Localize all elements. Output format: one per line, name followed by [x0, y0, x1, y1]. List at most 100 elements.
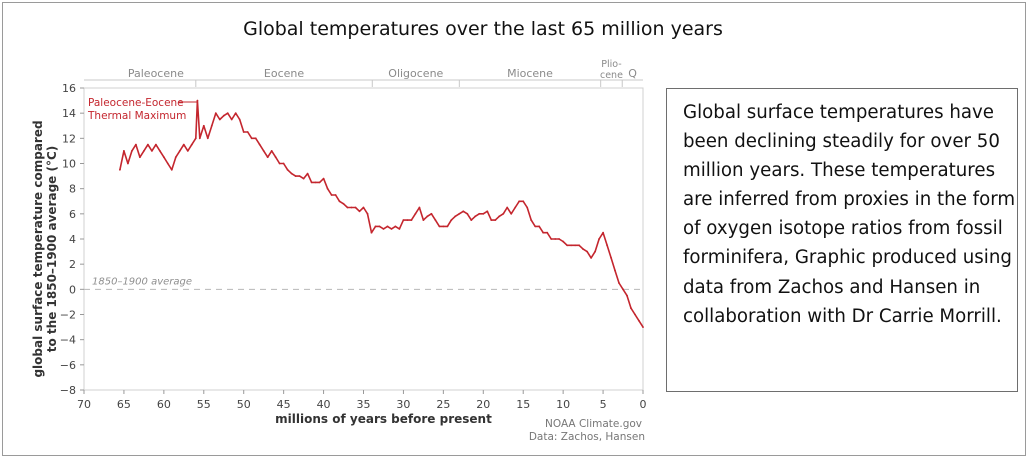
temperature-point	[318, 181, 321, 184]
temperature-point	[458, 212, 461, 215]
temperature-point	[202, 124, 205, 127]
temperature-point	[330, 194, 333, 196]
temperature-point	[558, 238, 560, 240]
temperature-point	[438, 225, 441, 228]
temperature-point	[542, 231, 545, 234]
temperature-point	[218, 118, 221, 121]
description-box: Global surface temperatures have been de…	[666, 88, 1018, 392]
temperature-point	[155, 143, 157, 146]
temperature-point	[450, 219, 453, 222]
temperature-point	[298, 175, 301, 178]
temperature-point	[119, 168, 121, 171]
temperature-point	[170, 168, 173, 171]
temperature-point	[562, 240, 564, 243]
temperature-point	[618, 282, 620, 284]
temperature-point	[514, 206, 517, 209]
temperature-point	[143, 150, 145, 152]
temperature-point	[135, 143, 137, 146]
axes: 70 65 60 55 50 45 40 35 30 25 20 15 10 5 0161412108642…	[60, 82, 647, 411]
epoch-label-line: Paleocene	[128, 67, 184, 80]
x-tick-label: 55	[197, 398, 211, 411]
temperature-point	[166, 162, 169, 165]
epoch-label: Plio-cene	[600, 59, 623, 81]
x-tick-label: 35	[357, 398, 371, 411]
temperature-point	[634, 313, 636, 316]
temperature-point	[314, 181, 317, 184]
y-tick-label: 6	[69, 208, 76, 221]
temperature-point	[354, 206, 357, 209]
temperature-point	[526, 206, 529, 209]
temperature-point	[466, 212, 469, 215]
temperature-point	[282, 162, 285, 165]
temperature-point	[358, 210, 361, 213]
y-tick-label: 2	[69, 258, 76, 271]
temperature-point	[594, 250, 596, 253]
description-text: Global surface temperatures have been de…	[683, 102, 1016, 327]
x-tick-label: 60	[157, 398, 171, 411]
temperature-point	[190, 143, 193, 146]
x-tick-label: 70	[77, 398, 91, 411]
epoch-label-line: Miocene	[507, 67, 553, 80]
temperature-point	[538, 225, 541, 228]
epoch-label: Paleocene	[128, 67, 184, 80]
temperature-point	[226, 112, 229, 115]
temperature-point	[342, 202, 345, 205]
temperature-point	[402, 219, 405, 222]
temperature-point	[234, 112, 237, 115]
temperature-point	[622, 288, 624, 291]
credit-source: NOAA Climate.gov	[545, 418, 642, 430]
temperature-point	[530, 219, 533, 222]
temperature-point	[230, 118, 233, 121]
temperature-point	[198, 137, 201, 140]
annotation-text: Paleocene-Eocene Thermal Maximum	[87, 97, 186, 122]
temperature-point	[374, 225, 377, 228]
temperature-point	[642, 326, 644, 328]
temperature-point	[151, 150, 153, 152]
temperature-point	[370, 231, 373, 234]
temperature-point	[598, 238, 600, 240]
y-tick-label: 14	[62, 107, 76, 120]
temperature-point	[378, 225, 381, 228]
y-tick-label: 8	[69, 183, 76, 196]
temperature-point	[178, 150, 181, 152]
temperature-point	[294, 175, 297, 178]
epoch-label-line: cene	[600, 70, 623, 81]
temperature-point	[274, 156, 277, 159]
temperature-point	[454, 215, 457, 218]
temperature-point	[482, 212, 485, 215]
temperature-point	[346, 206, 349, 209]
y-tick-label: 16	[62, 82, 76, 95]
temperature-point	[638, 319, 640, 322]
baseline-label: 1850–1900 average	[92, 276, 192, 287]
annotation-line: Thermal Maximum	[87, 110, 186, 122]
annotation-line: Paleocene-Eocene	[88, 97, 184, 109]
temperature-point	[131, 150, 133, 152]
temperature-point	[182, 143, 185, 146]
y-tick-label: 12	[62, 132, 76, 145]
temperature-point	[286, 168, 289, 171]
temperature-point	[290, 172, 293, 175]
temperature-point	[322, 177, 325, 180]
epoch-bar: Paleocene Eocene Oligocene Miocene Plio-cene…	[84, 59, 643, 87]
temperature-point	[210, 124, 213, 127]
annotation-leader	[178, 101, 198, 103]
temperature-point	[394, 225, 397, 228]
temperature-point	[534, 225, 537, 228]
temperature-point	[554, 238, 557, 240]
temperature-point	[242, 131, 245, 133]
x-tick-label: 40	[317, 398, 331, 411]
temperature-point	[566, 244, 568, 247]
epoch-label: Oligocene	[388, 67, 443, 80]
temperature-point	[306, 172, 309, 175]
x-tick-label: 0	[640, 398, 647, 411]
epoch-label-line: Eocene	[264, 67, 304, 80]
temperature-point	[250, 137, 253, 140]
epoch-label-line: Plio-	[601, 59, 621, 70]
temperature-point	[498, 215, 501, 218]
temperature-point	[474, 215, 477, 218]
temperature-point	[410, 219, 413, 222]
temperature-point	[194, 137, 197, 140]
temperature-point	[390, 228, 393, 230]
temperature-point	[570, 244, 572, 247]
epoch-label: Eocene	[264, 67, 304, 80]
